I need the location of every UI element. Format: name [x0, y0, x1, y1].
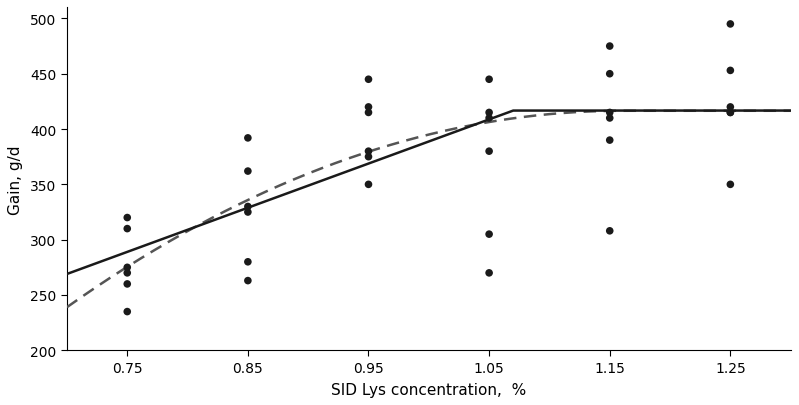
Point [241, 204, 254, 210]
Point [121, 264, 133, 271]
Point [603, 71, 616, 78]
Point [724, 182, 737, 188]
Point [241, 135, 254, 142]
Point [483, 115, 495, 122]
Point [724, 110, 737, 116]
Point [603, 44, 616, 50]
Point [241, 278, 254, 284]
Point [603, 115, 616, 122]
Point [483, 110, 495, 116]
Point [241, 168, 254, 175]
Point [362, 110, 375, 116]
Point [483, 231, 495, 238]
Point [724, 110, 737, 116]
Point [362, 104, 375, 111]
Point [121, 215, 133, 221]
Point [362, 77, 375, 83]
Point [121, 226, 133, 232]
Point [121, 309, 133, 315]
Point [603, 110, 616, 116]
Point [121, 281, 133, 288]
Point [241, 259, 254, 265]
Point [121, 270, 133, 277]
Point [362, 149, 375, 155]
Point [241, 209, 254, 216]
Point [603, 228, 616, 234]
Point [724, 104, 737, 111]
Point [362, 154, 375, 160]
X-axis label: SID Lys concentration,  %: SID Lys concentration, % [331, 382, 527, 396]
Point [483, 270, 495, 277]
Point [483, 149, 495, 155]
Point [362, 182, 375, 188]
Point [724, 68, 737, 75]
Point [483, 77, 495, 83]
Y-axis label: Gain, g/d: Gain, g/d [8, 145, 23, 214]
Point [603, 138, 616, 144]
Point [724, 21, 737, 28]
